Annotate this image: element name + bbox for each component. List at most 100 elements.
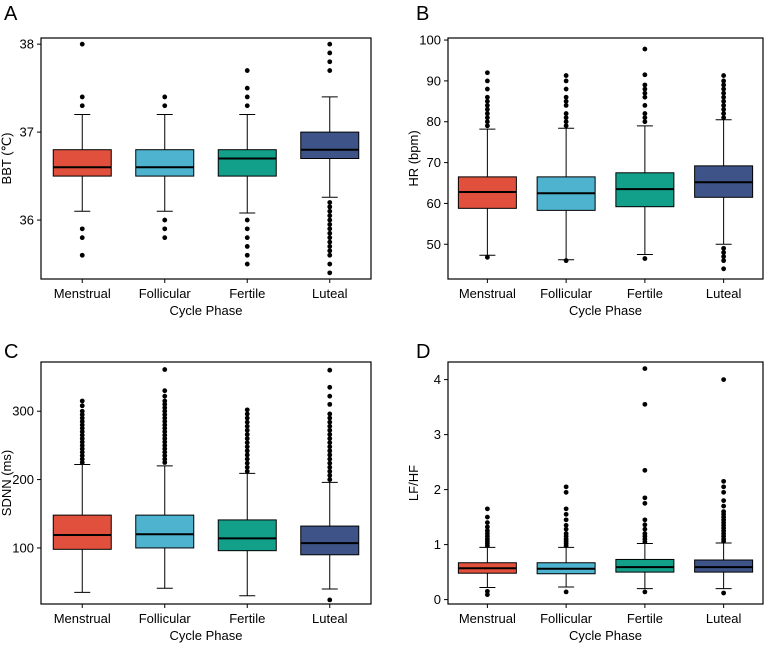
- outlier-point: [162, 425, 168, 431]
- outlier-point: [327, 222, 333, 227]
- outlier-point: [244, 444, 250, 450]
- outlier-point: [721, 484, 727, 490]
- outlier-point: [642, 401, 648, 407]
- outlier-point: [563, 489, 569, 495]
- outlier-point: [327, 244, 333, 249]
- outlier-point: [162, 393, 168, 399]
- outlier-point: [327, 448, 333, 454]
- outlier-point: [721, 489, 727, 495]
- outlier-point: [563, 522, 569, 528]
- outlier-point: [244, 468, 250, 474]
- outlier-point: [484, 94, 490, 100]
- panel-d-xtick-label: Follicular: [540, 611, 593, 626]
- box-luteal: [300, 131, 360, 160]
- outlier-point: [484, 115, 490, 121]
- box-menstrual: [52, 149, 112, 177]
- box-fertile: [615, 558, 675, 573]
- outlier-point: [721, 245, 727, 251]
- outlier-point: [484, 588, 490, 594]
- panel-c-ytick-label: 300: [12, 404, 34, 419]
- outlier-point: [642, 366, 648, 371]
- panel-c-letter: C: [4, 341, 18, 363]
- panel-b-xtick-label: Follicular: [540, 286, 593, 301]
- outlier-point: [721, 107, 727, 112]
- outlier-point: [721, 82, 727, 88]
- panel-a-xtick-label: Menstrual: [54, 286, 111, 301]
- outlier-point: [721, 254, 727, 259]
- panel-d-ytick-label: 0: [434, 592, 441, 607]
- panel-b-letter: B: [416, 3, 429, 25]
- outlier-point: [79, 408, 85, 414]
- outlier-point: [327, 235, 333, 241]
- outlier-point: [162, 460, 168, 465]
- panel-d-ytick-label: 2: [434, 482, 441, 497]
- outlier-point: [563, 119, 569, 125]
- outlier-point: [484, 528, 490, 534]
- outlier-point: [484, 254, 490, 260]
- panel-d-ylabel: LF/HF: [406, 465, 421, 501]
- outlier-point: [327, 411, 333, 417]
- outlier-point: [244, 423, 250, 429]
- outlier-point: [162, 456, 168, 462]
- outlier-point: [327, 367, 333, 373]
- outlier-point: [642, 115, 648, 121]
- outlier-point: [162, 432, 168, 438]
- outlier-point: [244, 235, 250, 241]
- outlier-point: [563, 111, 569, 116]
- outlier-point: [327, 217, 333, 223]
- outlier-point: [484, 123, 490, 129]
- outlier-point: [721, 115, 727, 121]
- outlier-point: [327, 432, 333, 437]
- panel-c-xlabel: Cycle Phase: [170, 628, 243, 643]
- outlier-point: [244, 415, 250, 421]
- outlier-point: [484, 506, 490, 512]
- outlier-point: [327, 444, 333, 450]
- outlier-point: [721, 377, 727, 382]
- outlier-point: [79, 432, 85, 438]
- box-fertile: [217, 149, 277, 177]
- panel-a-frame: [40, 37, 372, 280]
- outlier-point: [327, 436, 333, 441]
- outlier-point: [79, 422, 85, 428]
- outlier-point: [721, 509, 727, 514]
- panel-b-xlabel: Cycle Phase: [569, 303, 642, 318]
- outlier-point: [563, 511, 569, 517]
- panel-b-ytick-label: 80: [427, 114, 441, 129]
- outlier-point: [162, 415, 168, 421]
- panel-b-ytick-label: 90: [427, 73, 441, 88]
- outlier-point: [563, 123, 569, 129]
- outlier-point: [244, 440, 250, 446]
- outlier-point: [563, 115, 569, 121]
- outlier-point: [162, 401, 168, 407]
- outlier-point: [244, 68, 250, 73]
- panel-c-xtick-label: Menstrual: [54, 611, 111, 626]
- outlier-point: [162, 429, 168, 435]
- outlier-point: [563, 531, 569, 536]
- outlier-point: [484, 102, 490, 108]
- outlier-point: [244, 103, 250, 109]
- outlier-point: [721, 498, 727, 503]
- outlier-point: [162, 388, 168, 394]
- outlier-point: [327, 384, 333, 390]
- outlier-point: [162, 103, 168, 109]
- panel-c-xtick-label: Fertile: [229, 611, 265, 626]
- outlier-point: [642, 526, 648, 532]
- outlier-point: [721, 102, 727, 108]
- outlier-point: [721, 73, 727, 78]
- panel-c-xtick-label: Follicular: [139, 611, 192, 626]
- outlier-point: [563, 506, 569, 512]
- outlier-point: [162, 412, 168, 418]
- outlier-point: [327, 226, 333, 232]
- outlier-point: [79, 446, 85, 452]
- outlier-point: [79, 403, 85, 409]
- outlier-point: [327, 41, 333, 47]
- outlier-point: [721, 478, 727, 484]
- outlier-point: [484, 524, 490, 530]
- outlier-point: [244, 217, 250, 223]
- outlier-point: [563, 98, 569, 104]
- outlier-point: [642, 256, 648, 261]
- panel-d-xtick-label: Fertile: [627, 611, 663, 626]
- panel-c-ytick-label: 100: [12, 540, 34, 555]
- outlier-point: [327, 597, 333, 603]
